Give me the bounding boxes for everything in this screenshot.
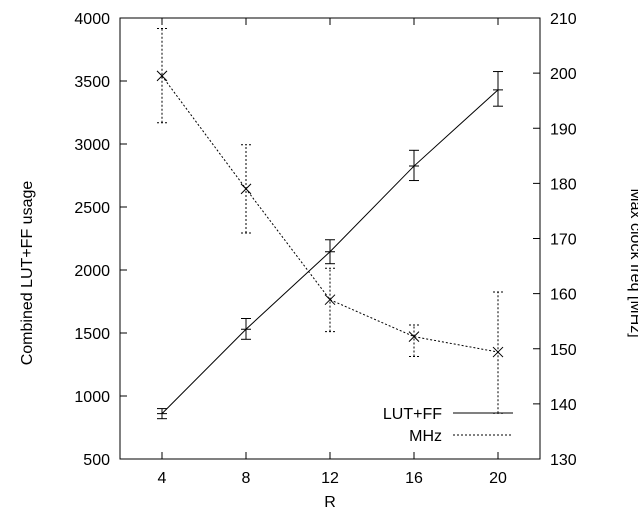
y-axis-right-label: Max clock freq [MHz] [627,188,638,337]
data-point [408,331,420,342]
data-point [493,84,503,95]
series-2 [156,27,504,414]
y-left-tick-label: 4000 [74,11,110,28]
y-right-tick-label: 170 [550,232,577,249]
data-point [156,70,168,82]
data-point [324,294,336,306]
data-point [157,408,167,419]
y-right-tick-label: 160 [550,287,577,304]
y-right-tick-label: 140 [550,397,577,414]
y-right-tick-label: 190 [550,121,577,138]
y-left-tick-label: 1500 [74,326,110,343]
x-tick-label: 12 [321,470,339,487]
data-point [409,161,419,172]
data-point [241,324,251,335]
y-left-tick-label: 3000 [74,137,110,154]
y-right-tick-label: 210 [550,11,577,28]
x-tick-label: 20 [489,470,507,487]
y-left-tick-label: 500 [83,452,110,469]
y-right-tick-label: 200 [550,66,577,83]
y-left-tick-label: 2000 [74,263,110,280]
y-axis-left-label: Combined LUT+FF usage [19,181,36,366]
x-tick-label: 16 [405,470,423,487]
data-point [325,246,335,257]
y-right-tick-label: 180 [550,176,577,193]
x-tick-label: 8 [242,470,251,487]
y-left-tick-label: 3500 [74,74,110,91]
y-left-tick-label: 2500 [74,200,110,217]
data-point [240,183,252,195]
y-left-tick-label: 1000 [74,389,110,406]
x-tick-label: 4 [158,470,167,487]
series-line [161,75,499,353]
legend-label: LUT+FF [383,406,442,423]
legend: LUT+FF MHz [383,406,513,445]
x-axis-label: R [324,494,336,511]
y-right-tick-label: 130 [550,452,577,469]
series-1 [157,71,503,420]
y-right-tick-label: 150 [550,342,577,359]
data-point [492,346,504,358]
legend-label: MHz [409,428,442,445]
